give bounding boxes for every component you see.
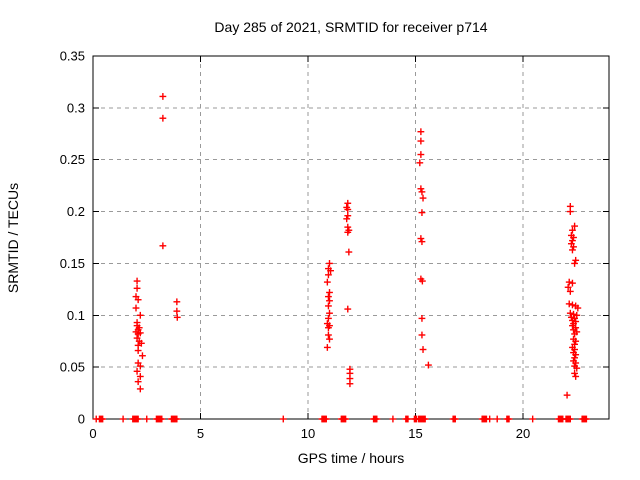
y-tick-label: 0.35 [60,49,85,64]
y-tick-label: 0 [78,412,85,427]
y-tick-label: 0.15 [60,256,85,271]
y-tick-label: 0.2 [67,204,85,219]
axes-layer [92,55,610,420]
points-layer [92,93,590,423]
x-tick-label: 10 [301,426,315,441]
x-axis-label: GPS time / hours [298,450,405,466]
x-tick-label: 20 [516,426,530,441]
y-tick-label: 0.25 [60,152,85,167]
chart-title: Day 285 of 2021, SRMTID for receiver p71… [214,19,487,35]
y-axis-label: SRMTID / TECUs [5,183,21,293]
y-tick-label: 0.3 [67,100,85,115]
plot-content: 0 5 10 15 20 0 0.05 0.1 0.15 0.2 0.25 0.3 0.35 [60,49,610,442]
tick-labels: 0 5 10 15 20 0 0.05 0.1 0.15 0.2 0.25 0.3 0.35 [60,49,531,442]
y-tick-label: 0.05 [60,360,85,375]
grid-layer [93,56,609,419]
x-tick-label: 0 [89,426,96,441]
x-tick-label: 5 [197,426,204,441]
y-tick-label: 0.1 [67,308,85,323]
x-tick-label: 15 [408,426,422,441]
